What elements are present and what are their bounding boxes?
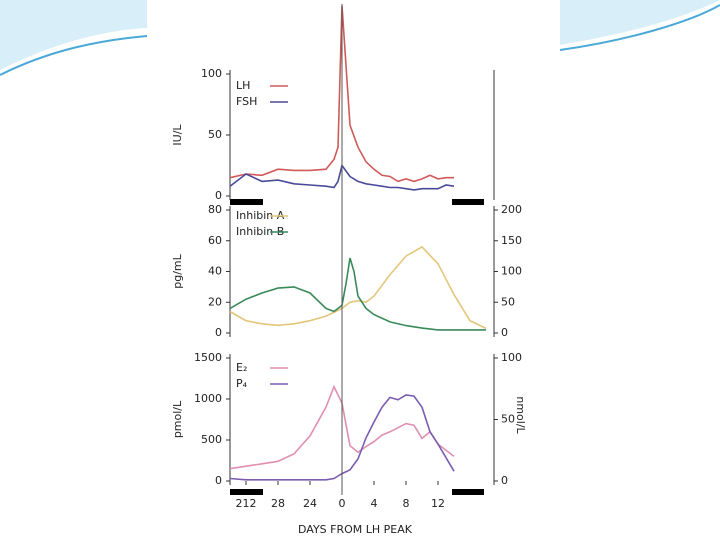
y-tick-label: 0 — [215, 326, 222, 339]
y2-tick-label: 200 — [501, 203, 522, 216]
x-axis-title: DAYS FROM LH PEAK — [298, 523, 413, 536]
legend-label: Inhibin A — [236, 209, 285, 222]
x-tick-label: 12 — [431, 497, 445, 510]
y-tick-label: 40 — [208, 265, 222, 278]
y2-tick-label: 100 — [501, 351, 522, 364]
legend-label: LH — [236, 79, 250, 92]
menses-bar — [230, 489, 263, 495]
y2-tick-label: 150 — [501, 234, 522, 247]
series-line — [229, 163, 455, 191]
y-axis-title: pmol/L — [171, 400, 184, 438]
y2-tick-label: 100 — [501, 265, 522, 278]
y-axis-title: pg/mL — [171, 253, 184, 288]
series-line — [229, 257, 486, 331]
y-tick-label: 50 — [208, 128, 222, 141]
x-tick-label: 8 — [403, 497, 410, 510]
x-tick-label: 212 — [236, 497, 257, 510]
decor — [0, 35, 148, 76]
y-tick-label: 0 — [215, 474, 222, 487]
x-tick-label: 4 — [371, 497, 378, 510]
menses-bar — [452, 199, 484, 205]
decor — [0, 0, 147, 70]
y-tick-label: 500 — [201, 433, 222, 446]
legend-label: FSH — [236, 95, 257, 108]
x-tick-label: 24 — [303, 497, 317, 510]
y-tick-label: 0 — [215, 189, 222, 202]
legend-label: E₂ — [236, 361, 247, 374]
y2-tick-label: 0 — [501, 326, 508, 339]
y-tick-label: 80 — [208, 203, 222, 216]
y-tick-label: 1000 — [194, 392, 222, 405]
y-tick-label: 20 — [208, 295, 222, 308]
y-axis-title: IU/L — [171, 124, 184, 146]
y2-tick-label: 50 — [501, 413, 515, 426]
y2-tick-label: 50 — [501, 295, 515, 308]
legend-label: Inhibin B — [236, 225, 284, 238]
y2-tick-label: 0 — [501, 474, 508, 487]
menses-bar — [452, 489, 484, 495]
legend-label: P₄ — [236, 377, 248, 390]
decor — [559, 4, 720, 51]
series-line — [229, 245, 487, 330]
y-tick-label: 1500 — [194, 351, 222, 364]
series-line — [229, 5, 454, 183]
x-tick-label: 28 — [271, 497, 285, 510]
x-tick-label: 0 — [339, 497, 346, 510]
menses-bar — [230, 199, 263, 205]
series-line — [229, 394, 455, 481]
y2-axis-title: nmol/L — [514, 396, 527, 434]
decor — [560, 0, 720, 45]
y-tick-label: 100 — [201, 67, 222, 80]
y-tick-label: 60 — [208, 234, 222, 247]
